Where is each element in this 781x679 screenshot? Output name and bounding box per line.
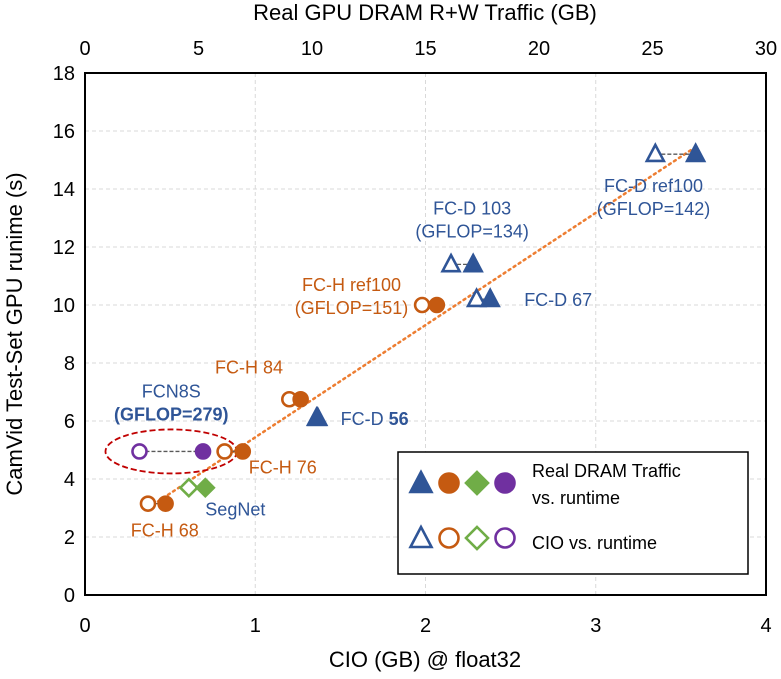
marker-real-SegNet	[194, 477, 216, 499]
x2-tick-label: 10	[301, 38, 323, 60]
x-tick-label: 4	[760, 615, 771, 637]
x-tick-label: 2	[420, 615, 431, 637]
legend-marker-fcn	[494, 472, 516, 494]
legend-label: Real DRAM Traffic vs. runtime	[532, 461, 681, 508]
legend-marker-fcd	[408, 524, 434, 549]
annotation-FC-D 67: FC-D 67	[524, 290, 592, 310]
plot-frame	[84, 72, 767, 596]
x2-tick-label: 0	[79, 38, 90, 60]
y-tick-label: 12	[53, 237, 75, 259]
annotation-FC-H 68: FC-H 68	[131, 521, 199, 541]
x2-tick-label: 15	[414, 38, 436, 60]
x2-axis-title: Real GPU DRAM R+W Traffic (GB)	[253, 0, 597, 25]
marker-cio-FC-D 67	[465, 287, 488, 308]
y-axis-title: CamVid Test-Set GPU runime (s)	[2, 172, 27, 495]
legend-marker-fcd	[408, 469, 434, 494]
legend-marker-segnet	[464, 470, 490, 496]
x2-tick-label: 20	[528, 38, 550, 60]
y-tick-label: 4	[64, 469, 75, 491]
marker-cio-FCN8S	[131, 443, 148, 460]
annotation-FC-D ref100: FC-D ref100 (GFLOP=142)	[597, 176, 711, 219]
marker-cio-FC-H 76	[216, 443, 233, 460]
y-tick-label: 10	[53, 295, 75, 317]
annotation-FC-H 84: FC-H 84	[215, 357, 283, 377]
marker-real-FC-D 103	[462, 252, 484, 273]
marker-real-FC-H ref100	[428, 296, 446, 314]
data-markers	[131, 142, 707, 512]
legend: Real DRAM Traffic vs. runtime CIO vs. runt…	[397, 451, 749, 575]
marker-cio-SegNet	[178, 477, 200, 499]
x2-tick-label: 5	[193, 38, 204, 60]
marker-real-FC-D 67	[479, 287, 501, 308]
y-tick-label: 6	[64, 411, 75, 433]
annotation-FC-H ref100: FC-H ref100 (GFLOP=151)	[295, 275, 409, 318]
x2-tick-label: 25	[641, 38, 663, 60]
marker-real-FC-D ref100	[684, 142, 707, 163]
marker-cio-FC-D ref100	[644, 142, 666, 163]
y-tick-label: 14	[53, 179, 75, 201]
marker-cio-FC-H ref100	[413, 296, 431, 314]
y-tick-label: 16	[53, 121, 75, 143]
marker-real-FC-D 56	[307, 406, 329, 427]
legend-label: CIO vs. runtime	[532, 533, 657, 553]
marker-cio-FC-H 68	[139, 495, 157, 512]
x-tick-label: 1	[250, 615, 261, 637]
annotation-FC-D 103: FC-D 103 (GFLOP=134)	[415, 198, 529, 241]
y-tick-label: 18	[53, 63, 75, 85]
marker-cio-FC-D 103	[440, 252, 462, 273]
x-tick-label: 3	[590, 615, 601, 637]
x-axis-title: CIO (GB) @ float32	[329, 647, 521, 672]
y-tick-label: 2	[64, 527, 75, 549]
annotations: FC-D ref100 (GFLOP=142) FC-D 103 (GFLOP=134…	[114, 176, 710, 540]
marker-real-FC-H 76	[234, 443, 252, 460]
x2-tick-label: 30	[755, 38, 777, 60]
y-tick-label: 8	[64, 353, 75, 375]
y-tick-label: 0	[64, 585, 75, 607]
marker-real-FC-H 68	[157, 495, 174, 512]
marker-real-FCN8S	[194, 443, 212, 460]
annotation-FC-D 56: FC-D 56	[341, 409, 409, 429]
legend-marker-fch	[438, 472, 460, 494]
x-tick-label: 0	[79, 615, 90, 637]
marker-real-FC-H 84	[292, 390, 309, 408]
annotation-FC-H 76: FC-H 76	[249, 457, 317, 477]
legend-marker-fcn	[494, 527, 516, 549]
legend-box	[397, 451, 749, 575]
legend-marker-fch	[438, 527, 460, 549]
legend-marker-segnet	[464, 525, 490, 551]
annotation-FCN8S: FCN8S (GFLOP=279)	[114, 381, 229, 424]
annotation-SegNet: SegNet	[205, 500, 265, 520]
